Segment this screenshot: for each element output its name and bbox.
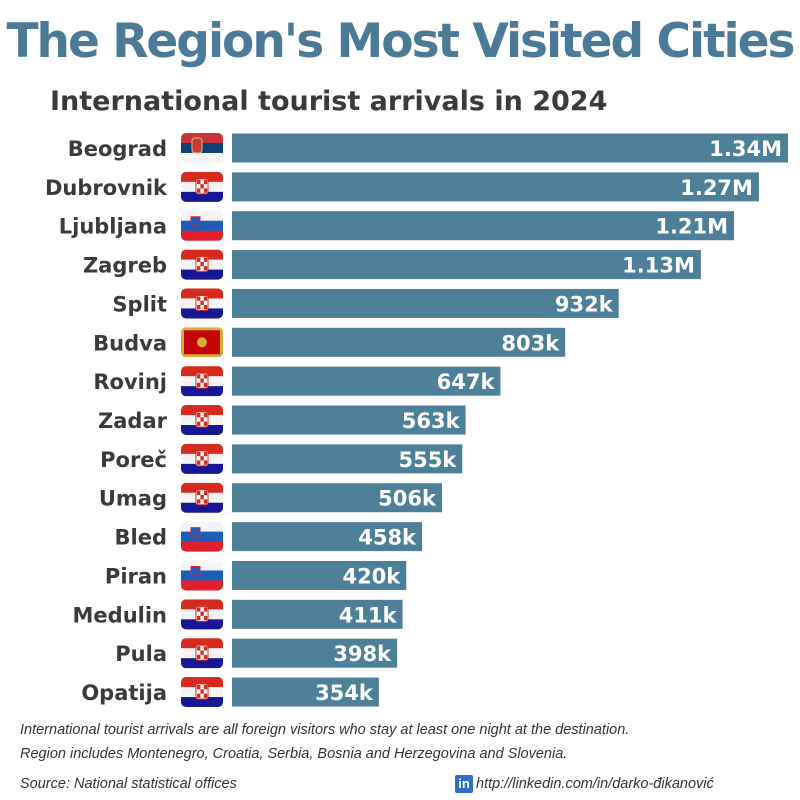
value-label: 932k bbox=[555, 292, 614, 316]
croatia-flag-icon bbox=[181, 405, 223, 436]
croatia-flag-icon bbox=[181, 249, 223, 280]
bar bbox=[232, 327, 566, 357]
bar bbox=[232, 288, 619, 318]
category-label: Poreč bbox=[100, 448, 167, 472]
category-label: Rovinj bbox=[93, 370, 167, 394]
footnote-definition: International tourist arrivals are all f… bbox=[20, 722, 630, 738]
category-label: Bled bbox=[115, 526, 167, 550]
category-label: Budva bbox=[93, 331, 167, 355]
category-label: Zadar bbox=[98, 409, 168, 433]
croatia-flag-icon bbox=[181, 482, 223, 513]
value-label: 506k bbox=[378, 487, 437, 511]
linkedin-icon: in bbox=[455, 775, 473, 793]
value-label: 354k bbox=[315, 681, 374, 705]
value-label: 555k bbox=[398, 448, 457, 472]
bar-row: Medulin 411k bbox=[73, 599, 403, 630]
category-label: Beograd bbox=[68, 137, 167, 161]
bar bbox=[232, 211, 735, 241]
serbia-flag-icon bbox=[181, 133, 223, 163]
slovenia-flag-icon bbox=[181, 521, 223, 552]
slovenia-flag-icon bbox=[181, 210, 223, 241]
value-label: 563k bbox=[402, 409, 461, 433]
croatia-flag-icon bbox=[181, 288, 223, 319]
value-label: 398k bbox=[333, 642, 392, 666]
bar-row: Dubrovnik 1.27M bbox=[45, 171, 759, 202]
value-label: 1.21M bbox=[655, 215, 728, 239]
croatia-flag-icon bbox=[181, 171, 223, 202]
croatia-flag-icon bbox=[181, 366, 223, 397]
category-label: Pula bbox=[115, 642, 167, 666]
source-note: Source: National statistical offices bbox=[20, 776, 237, 792]
bar-row: Budva 803k bbox=[93, 327, 566, 358]
bar-row: Zadar 563k bbox=[98, 405, 466, 436]
category-label: Opatija bbox=[81, 681, 167, 705]
croatia-flag-icon bbox=[181, 599, 223, 630]
bar-row: Rovinj 647k bbox=[93, 366, 501, 397]
value-label: 458k bbox=[358, 526, 417, 550]
montenegro-flag-icon bbox=[181, 327, 223, 358]
value-label: 420k bbox=[342, 564, 401, 588]
chart-subtitle: International tourist arrivals in 2024 bbox=[50, 86, 608, 117]
bar-row: Zagreb 1.13M bbox=[83, 249, 701, 280]
bar-row: Pula 398k bbox=[115, 638, 398, 669]
bar bbox=[232, 599, 403, 629]
bar bbox=[232, 483, 442, 513]
category-label: Dubrovnik bbox=[45, 176, 168, 200]
category-label: Ljubljana bbox=[59, 215, 167, 239]
bar bbox=[232, 444, 463, 474]
croatia-flag-icon bbox=[181, 638, 223, 669]
linkedin-link[interactable]: http://linkedin.com/in/darko-đikanović bbox=[476, 776, 714, 792]
bar-row: Piran 420k bbox=[105, 560, 407, 591]
bar bbox=[232, 250, 701, 280]
bar bbox=[232, 405, 466, 435]
value-label: 1.27M bbox=[680, 176, 753, 200]
slovenia-flag-icon bbox=[181, 560, 223, 591]
category-label: Piran bbox=[105, 564, 167, 588]
croatia-flag-icon bbox=[181, 677, 223, 708]
bar bbox=[232, 638, 398, 668]
bar bbox=[232, 522, 423, 552]
category-label: Medulin bbox=[73, 603, 167, 627]
bar bbox=[232, 560, 407, 590]
chart-title: The Region's Most Visited Cities bbox=[6, 14, 795, 69]
bar bbox=[232, 366, 501, 396]
croatia-flag-icon bbox=[181, 443, 223, 474]
value-label: 803k bbox=[501, 331, 560, 355]
bar-row: Split 932k bbox=[112, 288, 619, 319]
bar bbox=[232, 677, 379, 707]
footnote-region: Region includes Montenegro, Croatia, Ser… bbox=[20, 746, 568, 762]
bar bbox=[232, 133, 788, 163]
bar-row: Poreč 555k bbox=[100, 443, 463, 474]
value-label: 411k bbox=[339, 603, 398, 627]
category-label: Split bbox=[112, 292, 167, 316]
bar-row: Umag 506k bbox=[99, 482, 442, 513]
bar-row: Opatija 354k bbox=[81, 677, 379, 708]
value-label: 1.34M bbox=[709, 137, 782, 161]
bar bbox=[232, 172, 759, 202]
bar-row: Bled 458k bbox=[115, 521, 423, 552]
category-label: Zagreb bbox=[83, 254, 167, 278]
bar-row: Beograd 1.34M bbox=[68, 133, 788, 163]
value-label: 647k bbox=[437, 370, 496, 394]
category-label: Umag bbox=[99, 487, 167, 511]
value-label: 1.13M bbox=[622, 254, 695, 278]
bar-row: Ljubljana 1.21M bbox=[59, 210, 735, 241]
